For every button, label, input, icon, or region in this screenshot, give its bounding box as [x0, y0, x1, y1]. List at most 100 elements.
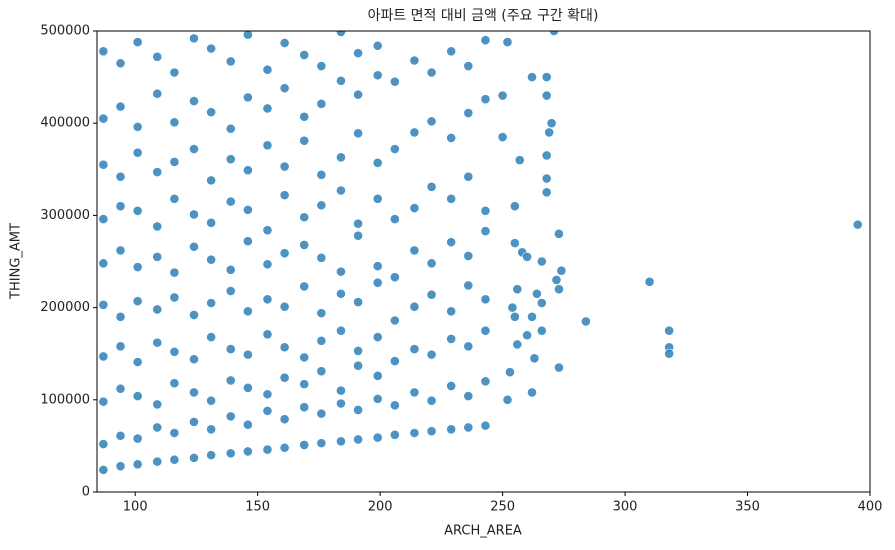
point — [225, 56, 236, 67]
point — [242, 236, 253, 247]
point — [446, 46, 457, 57]
point — [541, 173, 552, 184]
point — [389, 76, 400, 87]
point — [353, 434, 363, 445]
point — [372, 370, 383, 381]
point — [225, 264, 236, 275]
point — [132, 37, 143, 47]
point — [852, 219, 863, 230]
point — [409, 344, 420, 354]
point — [279, 83, 290, 94]
point — [536, 256, 547, 267]
point — [463, 341, 474, 352]
point — [299, 352, 310, 363]
point — [580, 316, 591, 327]
point — [189, 209, 199, 220]
point — [132, 433, 143, 444]
point — [225, 154, 236, 165]
point — [389, 214, 400, 224]
point — [514, 155, 525, 165]
point — [536, 325, 547, 336]
point — [206, 254, 217, 265]
point — [509, 311, 520, 322]
point — [169, 267, 180, 278]
x-axis-label: ARCH_AREA — [444, 524, 522, 539]
point — [446, 381, 457, 391]
point — [206, 450, 217, 461]
point — [115, 171, 126, 182]
point — [554, 284, 564, 295]
point — [446, 133, 457, 143]
point — [353, 48, 363, 59]
point — [262, 225, 273, 236]
point — [206, 43, 217, 54]
point — [541, 90, 552, 101]
point — [463, 422, 474, 433]
point — [132, 391, 143, 402]
point — [169, 292, 180, 303]
point — [353, 218, 363, 229]
x-tick-label: 300 — [613, 500, 638, 515]
point — [497, 90, 508, 101]
point — [316, 308, 327, 319]
point — [389, 429, 400, 440]
point — [279, 414, 290, 425]
point — [152, 167, 163, 177]
point — [169, 157, 180, 167]
point — [509, 201, 520, 212]
point — [169, 117, 180, 128]
point — [664, 348, 675, 359]
point — [426, 116, 437, 127]
point — [372, 393, 383, 404]
point — [225, 196, 236, 207]
point — [169, 67, 180, 78]
point — [446, 193, 457, 204]
point — [98, 351, 109, 362]
x-tick-label: 400 — [858, 500, 883, 515]
point — [549, 31, 559, 36]
point — [262, 294, 273, 305]
point — [169, 193, 180, 204]
point — [132, 459, 143, 470]
point — [132, 121, 143, 132]
point — [336, 325, 346, 336]
point — [115, 101, 126, 112]
point — [98, 113, 109, 124]
point — [389, 272, 400, 283]
point — [189, 241, 199, 252]
point — [279, 342, 290, 353]
point — [554, 228, 564, 239]
point — [316, 408, 327, 419]
x-tick-label: 200 — [368, 500, 393, 515]
point — [152, 304, 163, 315]
chart-title: 아파트 면적 대비 금액 (주요 구간 확대) — [368, 8, 599, 24]
point — [544, 127, 555, 138]
point — [336, 398, 346, 409]
point — [546, 118, 557, 129]
point — [512, 339, 523, 350]
point — [115, 430, 126, 441]
point — [527, 72, 537, 82]
point — [299, 111, 310, 122]
point — [522, 330, 532, 341]
y-tick-label: 500000 — [40, 24, 90, 39]
point — [389, 356, 400, 366]
point — [242, 165, 253, 176]
point — [463, 251, 474, 261]
point — [279, 190, 290, 201]
point — [262, 329, 273, 340]
point — [541, 72, 552, 82]
point — [152, 88, 163, 99]
point — [336, 185, 346, 196]
point — [541, 187, 552, 198]
point — [409, 245, 420, 256]
point — [115, 245, 126, 256]
point — [480, 325, 491, 336]
point — [426, 181, 437, 192]
point — [115, 461, 126, 472]
point — [279, 248, 290, 259]
point — [446, 334, 457, 344]
point — [152, 422, 163, 433]
point — [389, 144, 400, 154]
point — [353, 128, 363, 139]
